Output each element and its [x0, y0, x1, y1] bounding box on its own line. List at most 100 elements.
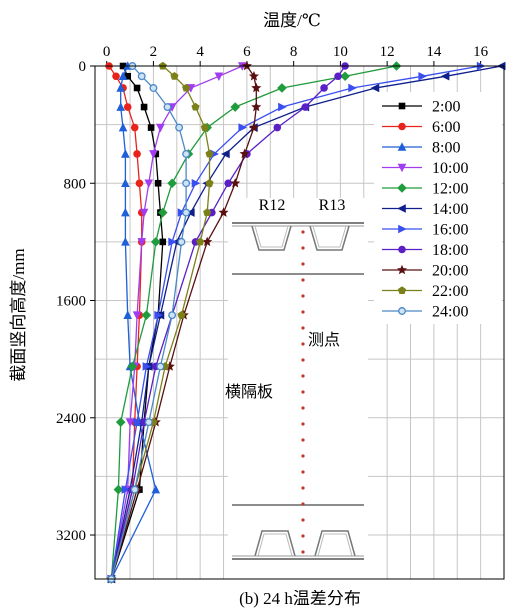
data-point — [140, 103, 148, 111]
measure-point-dot — [301, 534, 305, 538]
x-tick-label: 0 — [103, 44, 111, 60]
label-r12: R12 — [259, 197, 286, 214]
series-line — [110, 65, 502, 580]
measure-point-dot — [301, 550, 305, 554]
data-point — [224, 179, 233, 188]
series-800 — [107, 61, 161, 583]
data-point — [121, 485, 131, 494]
series-line — [110, 65, 397, 580]
data-point — [154, 310, 163, 320]
data-point — [186, 208, 195, 217]
legend-entry: 22:00 — [382, 283, 468, 300]
data-point — [203, 208, 212, 217]
data-point — [125, 418, 135, 427]
series-line — [110, 65, 481, 580]
series-line — [110, 65, 187, 580]
measure-point-dot — [301, 518, 305, 522]
data-point — [273, 123, 282, 132]
legend-label: 14:00 — [432, 201, 468, 218]
data-point — [196, 237, 205, 246]
data-point — [124, 72, 132, 80]
rib-r12-shape — [251, 225, 292, 251]
legend-label: 12:00 — [432, 181, 468, 198]
legend-label: 8:00 — [432, 140, 460, 157]
legend-label: 22:00 — [432, 283, 468, 300]
measure-point-dot — [301, 390, 305, 394]
legend-entry: 6:00 — [382, 119, 460, 136]
measure-point-dot — [301, 406, 305, 410]
measure-point-dot — [301, 230, 305, 234]
inset-background — [228, 198, 368, 590]
y-tick-label: 0 — [79, 59, 87, 75]
data-point — [144, 179, 154, 189]
data-point — [370, 83, 380, 93]
data-point — [182, 179, 191, 188]
data-point — [320, 84, 328, 92]
data-point — [182, 83, 191, 92]
data-point — [112, 72, 120, 81]
data-point — [127, 361, 138, 372]
measure-point-dot — [301, 454, 305, 458]
data-point — [251, 82, 262, 93]
data-point — [241, 60, 252, 71]
data-point — [340, 71, 350, 82]
series-line — [110, 65, 211, 580]
y-axis-label: 截面竖向高度/mm — [9, 248, 28, 381]
data-point — [170, 71, 179, 80]
data-point — [123, 310, 133, 319]
legend-entry: 24:00 — [382, 304, 468, 321]
data-point — [133, 417, 142, 427]
data-point — [230, 102, 241, 112]
data-point — [397, 163, 407, 173]
measure-point-dot — [301, 422, 305, 426]
data-point — [230, 177, 241, 188]
data-point — [121, 207, 130, 217]
data-point — [156, 123, 165, 133]
legend-label: 20:00 — [432, 263, 468, 280]
label-measure-point: 测点 — [308, 331, 340, 349]
legend-entry: 14:00 — [382, 201, 468, 218]
legend-label: 6:00 — [432, 119, 460, 136]
measure-point-dot — [301, 358, 305, 362]
data-point — [168, 237, 177, 247]
top-flange — [232, 222, 364, 251]
measure-point-dot — [301, 374, 305, 378]
data-point — [278, 102, 287, 112]
data-point — [142, 362, 152, 371]
data-point — [168, 311, 177, 320]
data-point — [418, 71, 427, 81]
data-point — [154, 179, 162, 187]
measure-point-dot — [301, 326, 305, 330]
data-point — [397, 142, 407, 151]
legend-entry: 12:00 — [382, 181, 468, 198]
x-tick-label: 12 — [380, 44, 395, 60]
legend-label: 2:00 — [432, 99, 460, 116]
measure-point-dot — [301, 438, 305, 442]
figure-caption: (b) 24 h温差分布 — [239, 589, 361, 608]
data-point — [348, 83, 357, 93]
data-point — [182, 149, 191, 158]
data-point — [139, 208, 149, 218]
data-point — [121, 237, 130, 246]
data-point — [133, 150, 141, 158]
x-tick-label: 16 — [473, 44, 489, 60]
data-point — [221, 149, 230, 159]
data-point — [159, 238, 167, 246]
y-tick-label: 3200 — [56, 528, 86, 544]
data-point — [398, 122, 406, 131]
data-point — [130, 485, 139, 494]
measure-point-dot — [301, 470, 305, 474]
legend-entry: 16:00 — [382, 222, 468, 239]
inset-schematic: R12 R13 测点 横隔板 — [225, 197, 368, 590]
data-point — [144, 418, 153, 427]
legend-label: 16:00 — [432, 222, 468, 239]
data-point — [157, 207, 168, 218]
data-point — [251, 101, 262, 112]
data-point — [115, 417, 126, 427]
x-tick-label: 8 — [290, 44, 298, 60]
data-point — [132, 311, 142, 320]
label-diaphragm: 横隔板 — [225, 383, 273, 401]
series-1600 — [107, 61, 486, 584]
data-point — [177, 310, 186, 319]
rib-r13-shape — [309, 225, 350, 251]
